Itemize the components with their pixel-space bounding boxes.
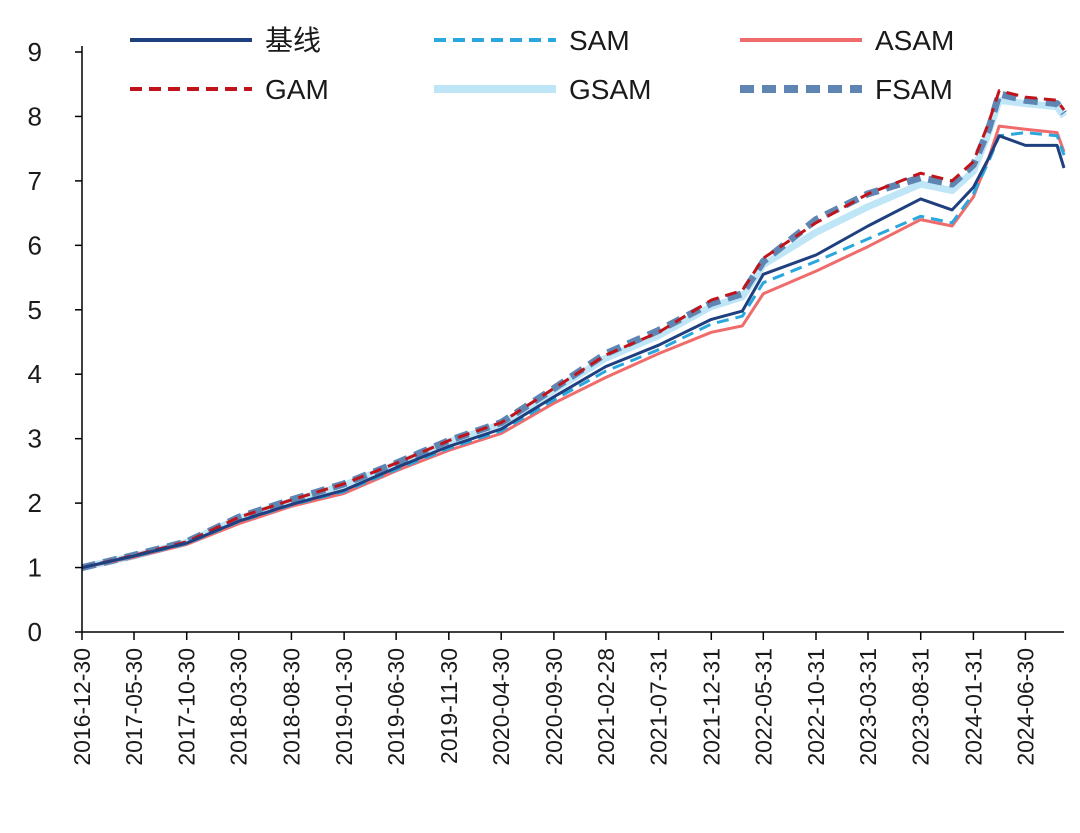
x-tick-label: 2019-06-30 xyxy=(383,648,409,766)
x-tick-label: 2019-01-30 xyxy=(331,648,357,766)
y-tick-label: 5 xyxy=(28,295,42,325)
x-tick-label: 2022-05-31 xyxy=(750,648,776,766)
legend-label-gsam: GSAM xyxy=(569,74,651,105)
series-lines xyxy=(81,89,1067,572)
legend-label-sam: SAM xyxy=(569,25,630,56)
x-tick-label: 2024-01-31 xyxy=(960,648,986,766)
x-tick-label: 2017-10-30 xyxy=(174,648,200,766)
x-tick-label: 2021-02-28 xyxy=(593,648,619,766)
y-tick-label: 9 xyxy=(28,37,42,67)
y-tick-label: 0 xyxy=(28,617,42,647)
y-tick-label: 8 xyxy=(28,101,42,131)
series-line-gam xyxy=(81,89,1066,570)
x-tick-label: 2020-09-30 xyxy=(541,648,567,766)
x-tick-label: 2020-04-30 xyxy=(488,648,514,766)
x-tick-label: 2021-07-31 xyxy=(646,648,672,766)
series-line-sam xyxy=(81,131,1066,570)
legend-label-gam: GAM xyxy=(265,74,329,105)
y-tick-label: 2 xyxy=(28,488,42,518)
x-tick-label: 2016-12-30 xyxy=(69,648,95,766)
x-tick-label: 2023-03-31 xyxy=(855,648,881,766)
y-tick-label: 7 xyxy=(28,166,42,196)
series-line-fsam xyxy=(81,90,1067,572)
legend: 基线 SAM ASAM GAM GSAM FSAM xyxy=(130,25,954,105)
y-tick-label: 4 xyxy=(28,359,42,389)
series-line-baseline xyxy=(81,134,1066,570)
x-tick-label: 2019-11-30 xyxy=(436,648,462,764)
legend-label-baseline: 基线 xyxy=(265,25,321,56)
series-line-gsam xyxy=(81,96,1067,572)
legend-label-asam: ASAM xyxy=(875,25,954,56)
series-line-asam xyxy=(81,124,1066,570)
axes: 0 1 2 3 4 5 6 7 8 9 2016-12-30 2017-05-30 2017-10-30… xyxy=(28,37,1064,766)
legend-label-fsam: FSAM xyxy=(875,74,953,105)
y-tick-label: 6 xyxy=(28,230,42,260)
y-tick-label: 3 xyxy=(28,424,42,454)
x-tick-label: 2023-08-31 xyxy=(908,648,934,766)
x-tick-label: 2017-05-30 xyxy=(121,648,147,766)
x-tick-label: 2024-06-30 xyxy=(1012,648,1038,766)
x-tick-label: 2018-08-30 xyxy=(278,648,304,766)
y-tick-label: 1 xyxy=(28,553,42,583)
x-tick-label: 2018-03-30 xyxy=(226,648,252,766)
x-tick-label: 2021-12-31 xyxy=(698,648,724,766)
x-tick-label: 2022-10-31 xyxy=(803,648,829,766)
